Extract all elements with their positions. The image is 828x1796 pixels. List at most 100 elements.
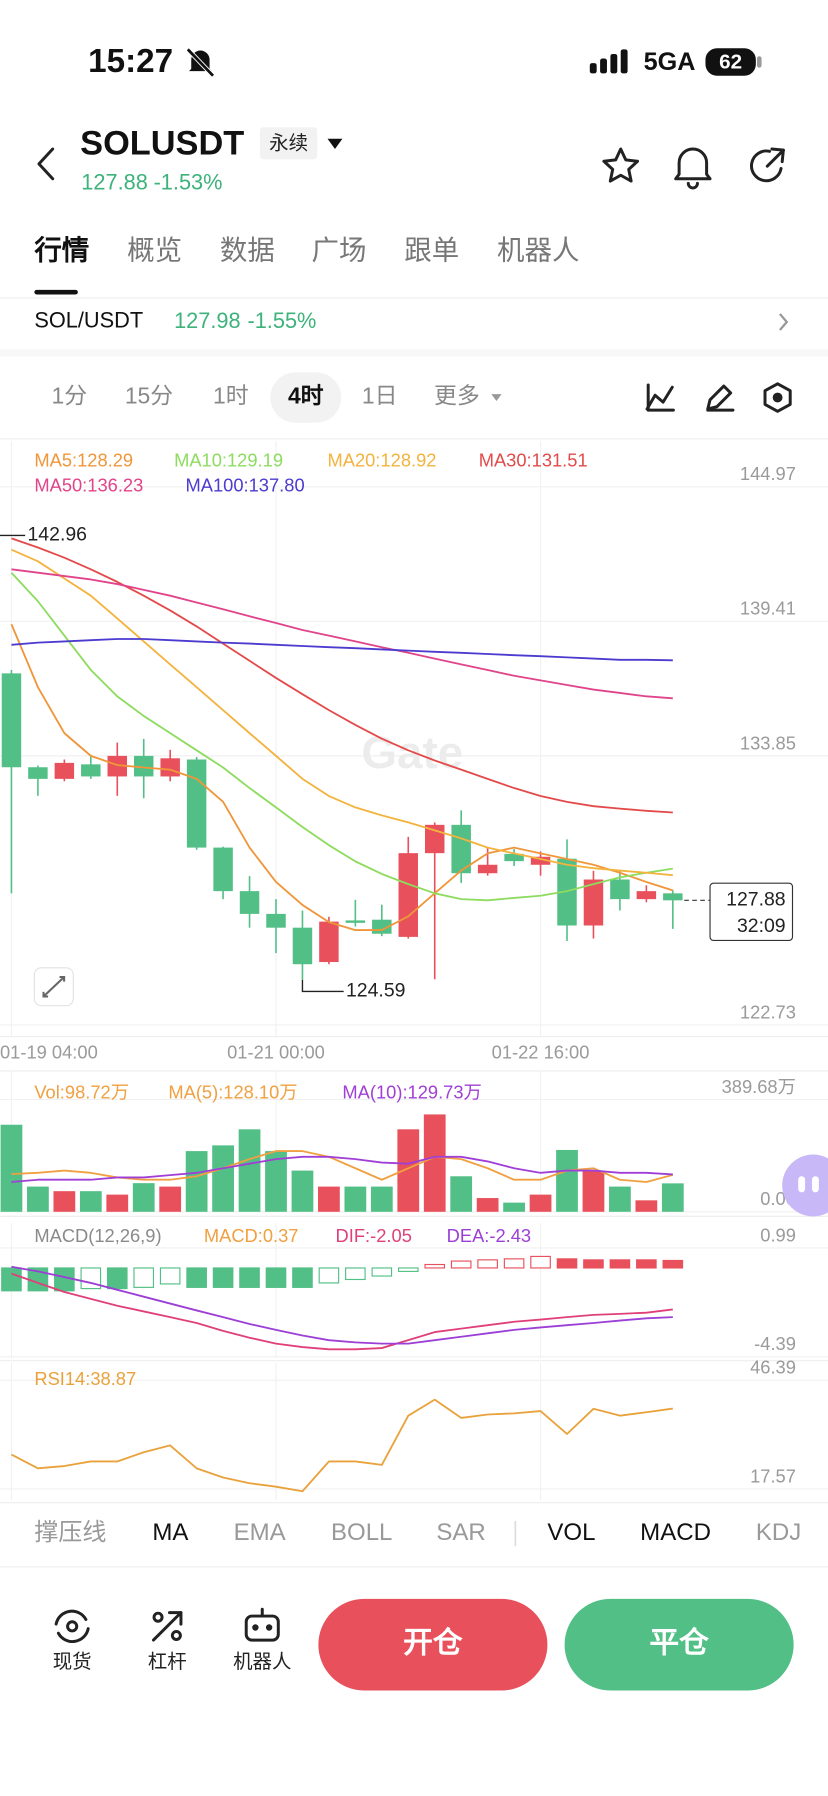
tab[interactable]: 行情 xyxy=(33,234,89,265)
last-price-box xyxy=(709,882,794,941)
interval[interactable]: 4时 xyxy=(288,383,324,409)
bell-clapper xyxy=(686,181,699,190)
tab[interactable]: 数据 xyxy=(220,234,275,265)
candle-body xyxy=(530,856,551,865)
spot-icon[interactable] xyxy=(54,1609,90,1644)
settings-button[interactable] xyxy=(763,382,792,413)
legend-label: MA5:128.29 xyxy=(34,450,133,471)
tab[interactable]: 跟单 xyxy=(404,234,459,265)
nav-label[interactable]: 现货 xyxy=(53,1651,92,1673)
legend-label: MA50:136.23 xyxy=(34,475,143,496)
legend-label: MACD:0.37 xyxy=(204,1225,299,1246)
close-position-button[interactable] xyxy=(564,1598,794,1691)
indicator-tab[interactable]: VOL xyxy=(547,1519,595,1546)
nav-label[interactable]: 杠杆 xyxy=(148,1651,187,1673)
favorite-button[interactable] xyxy=(602,147,640,183)
open-position-label[interactable]: 开仓 xyxy=(403,1627,463,1660)
macd-bar xyxy=(1,1267,22,1292)
candle-body xyxy=(319,921,339,963)
candle-body xyxy=(54,762,75,779)
macd-bar xyxy=(609,1259,631,1269)
badge: 永续 xyxy=(269,133,308,155)
volume-bar xyxy=(582,1170,605,1212)
candle-body xyxy=(663,893,683,901)
more-caret xyxy=(491,394,502,401)
indicator-tab[interactable]: BOLL xyxy=(331,1519,392,1546)
open-position-button[interactable] xyxy=(318,1598,548,1691)
assistant-bubble[interactable] xyxy=(782,1154,828,1217)
tab[interactable]: 机器人 xyxy=(497,234,579,265)
volume-bar xyxy=(159,1186,182,1212)
macd-bar xyxy=(662,1259,684,1269)
indicator-line xyxy=(11,548,673,877)
macd-bar xyxy=(530,1255,551,1269)
share-button[interactable] xyxy=(750,147,785,183)
interval[interactable]: 1时 xyxy=(213,383,249,409)
macd-bar xyxy=(239,1267,260,1288)
tab[interactable]: 概览 xyxy=(127,234,182,265)
signal-icon xyxy=(589,49,628,74)
symbol: SOLUSDT xyxy=(80,125,244,163)
close-position-label[interactable]: 平仓 xyxy=(649,1627,709,1660)
robot-eye xyxy=(252,1624,259,1631)
indicator-line xyxy=(10,572,673,902)
candle-body xyxy=(107,755,128,777)
indicator-tab[interactable]: 撑压线 xyxy=(34,1519,106,1546)
slash xyxy=(186,48,215,77)
volume-bar xyxy=(0,1124,23,1212)
share-arrow-line xyxy=(765,148,785,168)
fullscreen-button[interactable] xyxy=(33,967,74,1007)
legend-label: RSI14:38.87 xyxy=(34,1368,136,1389)
last-price: 127.88 xyxy=(726,888,786,910)
volume-bar xyxy=(185,1151,208,1212)
y-tick-label: 17.57 xyxy=(750,1465,796,1486)
ticker-chevron[interactable] xyxy=(779,313,789,331)
indicator-tab[interactable]: MA xyxy=(152,1519,188,1546)
battery-level: 62 xyxy=(719,51,742,74)
tab[interactable]: 广场 xyxy=(312,234,367,265)
volume-bar xyxy=(27,1186,49,1212)
y-tick-label: 133.85 xyxy=(740,732,796,753)
ticker-change: -1.55% xyxy=(247,308,316,333)
margin-icon[interactable] xyxy=(151,1611,183,1642)
draw-button[interactable] xyxy=(706,384,735,412)
spot-arc xyxy=(56,1627,90,1644)
candle-body xyxy=(81,764,101,777)
candle-body xyxy=(345,920,366,923)
margin-dot xyxy=(170,1630,182,1642)
indicator-tab[interactable]: EMA xyxy=(234,1519,286,1546)
y-tick-label: 139.41 xyxy=(740,598,796,619)
ticker-pair[interactable]: SOL/USDT xyxy=(34,308,143,333)
alert-button[interactable] xyxy=(674,147,712,190)
back-button[interactable] xyxy=(37,147,55,181)
robot-icon[interactable] xyxy=(244,1607,280,1642)
candle-body xyxy=(504,853,524,862)
volume-bar xyxy=(238,1129,261,1212)
indicator-tab-bar: 撑压线 MA EMA BOLL SAR VOL MACD KDJ xyxy=(34,1519,801,1546)
interval[interactable]: 1分 xyxy=(52,383,88,409)
symbol-dropdown[interactable] xyxy=(327,138,343,150)
x-tick-label: 01-19 04:00 xyxy=(0,1042,98,1063)
macd-bar xyxy=(159,1267,181,1285)
volume-bar xyxy=(476,1198,499,1212)
low-label: 124.59 xyxy=(346,980,406,1002)
y-tick-label: 46.39 xyxy=(750,1357,796,1378)
interval[interactable]: 15分 xyxy=(125,383,173,409)
interval[interactable]: 1日 xyxy=(362,383,398,409)
volume-bar xyxy=(344,1186,367,1212)
nav-label[interactable]: 机器人 xyxy=(233,1651,291,1673)
signal-bar xyxy=(589,63,597,74)
volume-bar xyxy=(423,1114,446,1212)
bottom-nav: 现货 杠杆 机器人 xyxy=(53,1651,292,1673)
candle-body xyxy=(398,853,419,937)
macd-bar xyxy=(371,1267,393,1277)
indicator-button[interactable] xyxy=(645,383,675,412)
volume-bar xyxy=(291,1170,314,1212)
badge-bg xyxy=(259,127,318,160)
indicator-tab[interactable]: SAR xyxy=(436,1519,485,1546)
interval[interactable]: 更多 xyxy=(434,383,480,409)
candle-body xyxy=(239,891,260,914)
indicator-tab[interactable]: MACD xyxy=(640,1519,711,1546)
volume-bar xyxy=(635,1200,658,1212)
indicator-tab[interactable]: KDJ xyxy=(756,1519,801,1546)
